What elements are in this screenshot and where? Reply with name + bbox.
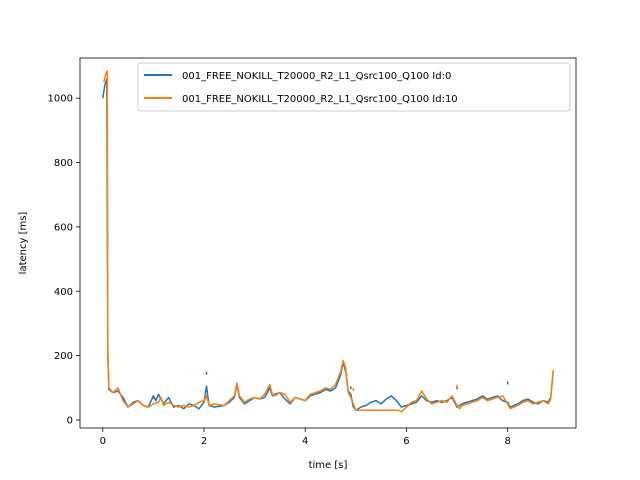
plot-frame (79, 57, 577, 429)
x-tick-label-4: 8 (504, 436, 510, 447)
x-tick-label-2: 4 (302, 436, 308, 447)
legend-label-series-1: 001_FREE_NOKILL_T20000_R2_L1_Qsrc100_Q10… (182, 94, 458, 105)
x-tick-label-1: 2 (201, 436, 207, 447)
y-tick-label-3: 600 (54, 222, 73, 233)
series-line-0 (102, 78, 554, 412)
x-tick-label-3: 6 (403, 436, 409, 447)
series-line-1 (103, 70, 554, 413)
y-tick-label-4: 800 (54, 158, 73, 169)
x-axis-label: time [s] (309, 460, 348, 471)
series-layer (102, 70, 554, 413)
x-tick-label-0: 0 (100, 436, 106, 447)
legend: 001_FREE_NOKILL_T20000_R2_L1_Qsrc100_Q10… (137, 62, 571, 112)
legend-box (137, 62, 571, 112)
y-tick-label-1: 200 (54, 351, 73, 362)
x-axis: 0 2 4 6 8 (100, 428, 511, 447)
legend-label-series-0: 001_FREE_NOKILL_T20000_R2_L1_Qsrc100_Q10… (182, 71, 451, 82)
y-axis-label: latency [ms] (18, 212, 29, 275)
y-tick-label-0: 0 (67, 415, 73, 426)
y-tick-label-5: 1000 (48, 94, 73, 105)
y-tick-label-2: 400 (54, 287, 73, 298)
y-axis: 0 200 400 600 800 1000 (48, 94, 80, 426)
